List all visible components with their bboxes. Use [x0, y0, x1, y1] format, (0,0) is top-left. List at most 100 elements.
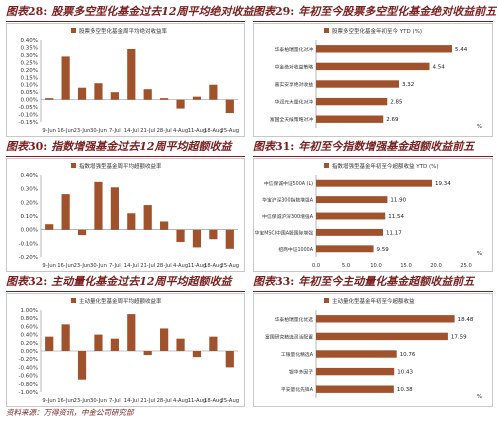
x-tick-label: 11-Aug: [188, 263, 207, 269]
category-label: 华泰柏瑞量化优选: [275, 316, 314, 323]
x-tick-label: 23-Jun: [74, 128, 91, 134]
bar: [160, 328, 169, 351]
legend-swatch: [324, 298, 329, 303]
bar: [192, 229, 202, 248]
x-tick-label: 9-Jun: [42, 263, 56, 269]
y-tick-label: -0.05%: [19, 105, 38, 111]
source-note: 资料来源：万得资讯，中金公司研究部: [6, 408, 134, 417]
x-tick-label: 30-Jun: [90, 263, 107, 269]
bar: [316, 245, 374, 253]
category-label: 中金绝对收益策略: [275, 63, 314, 70]
x-tick-label: 16-Jun: [57, 398, 74, 404]
x-tick-label: 7-Jul: [109, 128, 121, 134]
title-prefix: 图表: [253, 275, 275, 288]
title-number: 30:: [28, 140, 48, 153]
title-rule: [6, 291, 245, 292]
legend-swatch: [71, 28, 76, 33]
legend-swatch: [71, 163, 76, 168]
title-prefix: 图表: [6, 140, 28, 153]
chart-panel-weekly-active-quant: 图表32: 主动量化基金过去12周平均超额收益 主动量化型基金周平均超额收益率 -…: [6, 273, 245, 407]
value-label: 3.32: [402, 82, 414, 88]
x-tick-label: 28-Jul: [157, 263, 172, 269]
x-tick-label: 16-Jun: [57, 263, 74, 269]
x-tick-label: 14-Jul: [124, 128, 139, 134]
bar-chart: 股票多空型化基金年初至今 YTD (%) 5.44 华泰柏瑞量化对冲 4.54 中金绝对…: [270, 27, 482, 130]
bar: [209, 229, 218, 240]
chart-panel-ytd-long-short-top5: 图表29: 年初至今股票多空型化基金绝对收益前五 股票多空型化基金年初至今 YT…: [253, 3, 496, 137]
bar: [45, 98, 54, 100]
value-label: 2.69: [386, 117, 399, 123]
bar: [225, 99, 234, 114]
bar: [127, 213, 136, 230]
title-prefix: 图表: [6, 5, 28, 18]
chart-area: 指数增强型基金周平均超额收益率 -0.20% -0.10% 0.00% 0.10% 0.2…: [6, 158, 245, 272]
bar: [316, 196, 388, 204]
bar: [316, 80, 399, 88]
chart-panel-weekly-index-enhanced: 图表30: 指数增强基金过去12周平均超额收益 指数增强型基金周平均超额收益率 -…: [6, 138, 245, 272]
y-tick-label: -0.15%: [19, 120, 38, 126]
x-tick-label: 5.0: [342, 263, 350, 269]
bar: [316, 367, 395, 376]
bar-chart: 主动量化型基金年初至今超额收益 18.48 华泰柏瑞量化优选 17.59 富国研究精选灵…: [265, 297, 482, 400]
bar: [110, 92, 119, 100]
bar-chart: 指数增强型基金周平均超额收益率 -0.20% -0.10% 0.00% 0.10% 0.2…: [19, 162, 240, 269]
value-label: 17.59: [451, 334, 467, 340]
category-label: 嘉实安享绝对收益: [275, 81, 314, 88]
bar: [127, 48, 136, 100]
y-tick-label: 0.05%: [21, 90, 38, 96]
bar: [61, 56, 70, 100]
x-tick-label: 14-Jul: [124, 263, 139, 269]
title-number: 33:: [275, 275, 295, 288]
x-tick-label: 4-Aug: [173, 398, 188, 404]
y-tick-label: 0.00%: [21, 98, 38, 104]
bar: [77, 87, 87, 100]
y-tick-label: -0.10%: [19, 113, 38, 119]
x-tick-label: 10.0: [370, 263, 382, 269]
bar: [316, 350, 397, 358]
chart-area: 主动量化型基金年初至今超额收益 18.48 华泰柏瑞量化优选 17.59 富国研究精选灵…: [253, 293, 493, 407]
bar: [127, 314, 136, 351]
panel-title: 图表29: 年初至今股票多空型化基金绝对收益前五: [253, 3, 496, 21]
y-tick-label: -0.40%: [19, 365, 38, 371]
panel-title: 图表30: 指数增强基金过去12周平均超额收益: [6, 138, 232, 156]
unit-label: %: [477, 251, 482, 257]
title-prefix: 图表: [6, 275, 28, 288]
title-text: 年初至今股票多空型化基金绝对收益前五: [298, 5, 497, 18]
category-label: 工银量化精选A: [281, 351, 314, 358]
x-tick-label: 25-Aug: [221, 128, 240, 134]
bar-chart: 指数增强型基金年初至今超额收益 YTD (%) 19.34 中信保诚中证500A (…: [255, 162, 482, 269]
x-tick-label: 11-Aug: [188, 398, 207, 404]
x-tick-label: 18-Aug: [204, 398, 223, 404]
value-label: 10.38: [397, 387, 413, 393]
title-text: 年初至今主动量化基金超额收益前五: [298, 275, 475, 288]
bar: [45, 224, 54, 230]
bar: [316, 179, 433, 187]
legend-swatch: [71, 298, 76, 303]
value-label: 2.85: [390, 100, 403, 106]
x-tick-label: 18-Aug: [204, 128, 223, 134]
bar: [316, 385, 394, 393]
bar: [316, 115, 384, 123]
legend-label: 指数增强型基金年初至今超额收益 YTD (%): [332, 162, 438, 170]
title-rule: [6, 156, 245, 157]
y-tick-label: 1.00%: [21, 308, 38, 314]
category-label: 华宝沪深300指数增强A: [262, 197, 314, 204]
chart-area: 主动量化型基金周平均超额收益率 -1.00% -0.80% -0.60% -0.40% -…: [6, 293, 245, 407]
x-tick-label: 28-Jul: [157, 128, 172, 134]
bar: [176, 99, 185, 109]
value-label: 4.54: [433, 64, 446, 70]
legend-label: 主动量化型基金年初至今超额收益: [332, 297, 415, 305]
bar: [45, 336, 54, 351]
bar: [160, 221, 169, 230]
y-tick-label: 0.20%: [21, 68, 38, 74]
y-tick-label: 0.20%: [21, 200, 38, 206]
category-label: 中信保诚沪深300增强A: [262, 213, 314, 220]
x-tick-label: 7-Jul: [109, 398, 121, 404]
bar: [209, 336, 218, 351]
y-tick-label: 0.10%: [21, 214, 38, 220]
x-tick-label: 18-Aug: [204, 263, 223, 269]
chart-area: 股票多空型化基金年初至今 YTD (%) 5.44 华泰柏瑞量化对冲 4.54 中金绝对…: [253, 23, 493, 137]
y-tick-label: 0.20%: [21, 341, 38, 347]
category-label: 中信保诚中证500A (L): [264, 180, 313, 187]
x-tick-label: 20.0: [430, 263, 442, 269]
